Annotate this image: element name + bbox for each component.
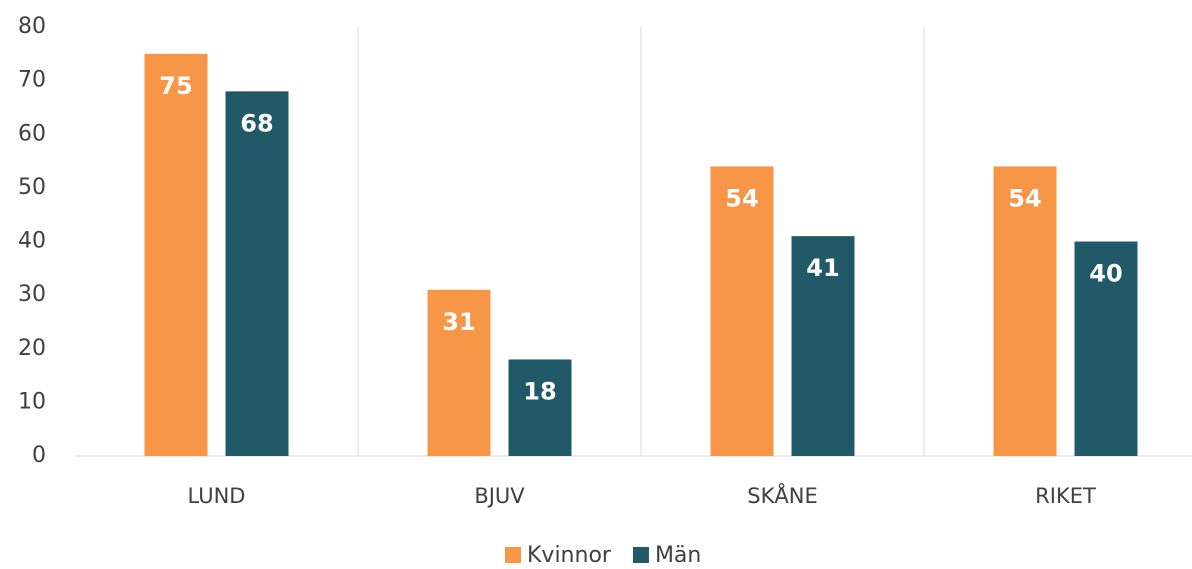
x-tick-label: RIKET xyxy=(1035,484,1096,508)
y-tick-label: 50 xyxy=(18,175,46,200)
bar xyxy=(225,91,289,456)
y-tick-label: 20 xyxy=(18,336,46,361)
bar xyxy=(993,166,1057,457)
data-label: 41 xyxy=(806,254,839,282)
y-tick-label: 10 xyxy=(18,389,46,414)
bar xyxy=(710,166,774,457)
x-tick-label: LUND xyxy=(188,484,246,508)
data-label: 18 xyxy=(523,377,556,405)
legend-label: Män xyxy=(655,543,701,568)
legend-swatch xyxy=(505,547,521,563)
bar xyxy=(144,53,208,456)
bar xyxy=(427,289,491,456)
legend-swatch xyxy=(632,547,649,563)
y-tick-label: 0 xyxy=(32,443,46,468)
data-label: 40 xyxy=(1089,260,1122,288)
y-tick-label: 40 xyxy=(18,229,46,254)
y-tick-label: 80 xyxy=(18,14,46,39)
y-tick-label: 30 xyxy=(18,282,46,307)
data-label: 68 xyxy=(240,109,273,137)
data-label: 31 xyxy=(442,308,475,336)
data-label: 54 xyxy=(725,184,758,212)
legend-label: Kvinnor xyxy=(527,543,612,568)
y-tick-label: 70 xyxy=(18,68,46,93)
bar xyxy=(1074,241,1138,456)
bar xyxy=(791,236,855,456)
data-label: 54 xyxy=(1008,184,1041,212)
y-tick-label: 60 xyxy=(18,121,46,146)
x-tick-label: BJUV xyxy=(474,484,525,508)
bar xyxy=(508,359,572,456)
x-tick-label: SKÅNE xyxy=(747,482,817,508)
data-label: 75 xyxy=(159,72,192,100)
